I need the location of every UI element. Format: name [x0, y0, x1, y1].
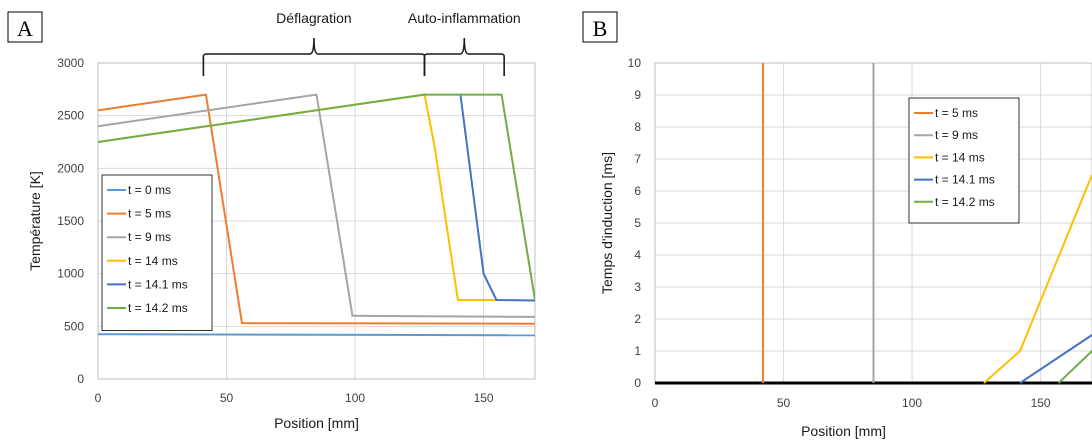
legend-label: t = 5 ms [128, 207, 171, 221]
curly-bracket [202, 37, 426, 76]
x-tick-label: 0 [652, 396, 659, 410]
y-tick-label: 3 [634, 280, 641, 294]
curly-bracket [423, 37, 505, 76]
plot-lines [655, 63, 1092, 385]
x-tick-label: 150 [1031, 396, 1051, 410]
x-tick-label: 150 [474, 391, 494, 405]
legend-label: t = 14.1 ms [935, 173, 995, 187]
legend-label: t = 9 ms [935, 128, 978, 142]
y-tick-label: 4 [634, 248, 641, 262]
bracket-label: Auto-inflammation [408, 10, 521, 26]
bracket-label: Déflagration [276, 10, 352, 26]
y-axis-label: Temps d'induction [ms] [599, 152, 615, 294]
panel-letter: A [17, 16, 33, 41]
y-tick-label: 0 [634, 376, 641, 390]
legend-label: t = 14.1 ms [128, 277, 188, 291]
y-axis-label: Température [K] [27, 171, 43, 271]
y-tick-label: 8 [634, 120, 641, 134]
y-tick-label: 9 [634, 88, 641, 102]
series-line-t-14-2-ms [1057, 350, 1092, 384]
legend-label: t = 5 ms [935, 106, 978, 120]
legend-label: t = 14.2 ms [128, 301, 188, 315]
series-line-t-5-ms [98, 93, 535, 325]
y-tick-label: 7 [634, 152, 641, 166]
panel-letter-box [7, 11, 43, 43]
x-tick-label: 0 [95, 391, 102, 405]
y-tick-label: 2 [634, 312, 641, 326]
plot-area [97, 62, 536, 380]
legend-label: t = 14.2 ms [935, 195, 995, 209]
panel-letter-box [582, 11, 618, 43]
y-tick-label: 0 [77, 372, 84, 386]
y-tick-label: 6 [634, 184, 641, 198]
y-tick-label: 5 [634, 216, 641, 230]
plot-lines [98, 93, 535, 337]
y-tick-label: 3000 [57, 56, 84, 70]
panel-letter: B [593, 16, 608, 41]
series-line-t-14-1-ms [459, 94, 535, 302]
x-tick-label: 50 [777, 396, 791, 410]
x-axis-label: Position [mm] [801, 423, 886, 439]
y-tick-label: 1500 [57, 214, 84, 228]
y-tick-label: 500 [64, 319, 84, 333]
legend-label: t = 14 ms [935, 150, 985, 164]
y-tick-label: 10 [628, 56, 642, 70]
y-tick-label: 2500 [57, 109, 84, 123]
y-tick-label: 1000 [57, 267, 84, 281]
series-line-t-14-2-ms [98, 93, 535, 301]
legend-box [101, 174, 213, 332]
legend-label: t = 14 ms [128, 254, 178, 268]
x-tick-label: 100 [902, 396, 922, 410]
x-tick-label: 100 [345, 391, 365, 405]
series-line-t-14-1-ms [1019, 334, 1092, 384]
series-line-t-14-ms [983, 174, 1092, 384]
series-line-t-9-ms [98, 93, 535, 318]
legend-label: t = 9 ms [128, 230, 171, 244]
x-axis-label: Position [mm] [274, 415, 359, 431]
y-tick-label: 1 [634, 344, 641, 358]
chart-panel-a: A 0 500 1000 1500 2000 2500 3000 0 50 100 150 Positi… [7, 10, 536, 431]
x-tick-label: 50 [220, 391, 234, 405]
legend-label: t = 0 ms [128, 183, 171, 197]
series-line-t-0-ms [98, 333, 535, 337]
y-tick-label: 2000 [57, 161, 84, 175]
